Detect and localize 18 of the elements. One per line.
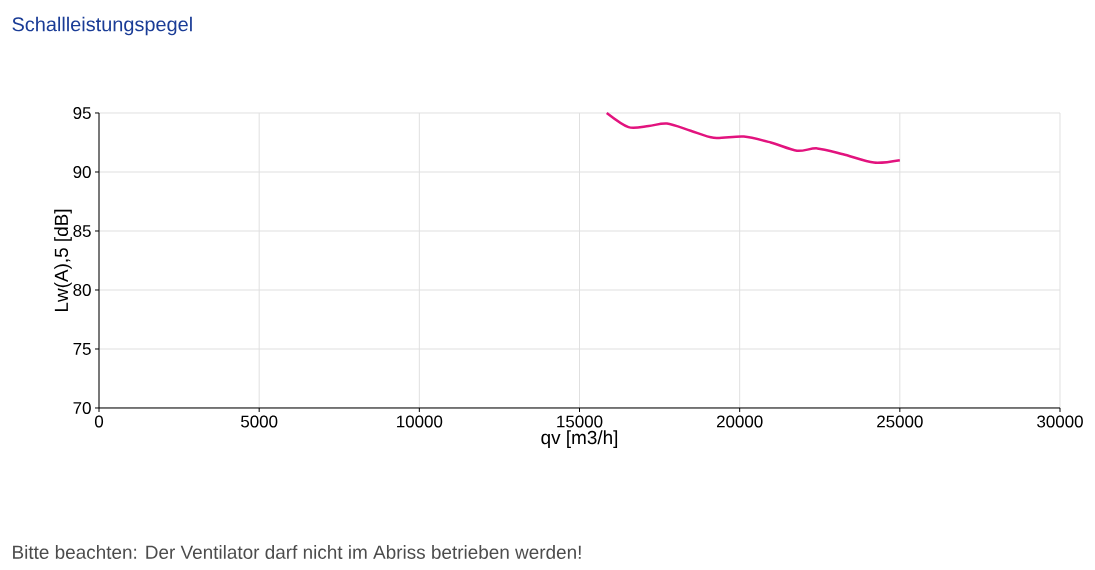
x-tick-label: 25000 (877, 415, 923, 428)
y-tick-label: 90 (73, 165, 91, 178)
x-tick-label: 15000 (557, 415, 603, 428)
y-tick-label: 70 (73, 401, 91, 414)
y-tick-label: 80 (73, 283, 91, 296)
text: Bitte beachten: Der Ventilator darf nicht im Abriss betrieben werden! (13, 545, 581, 559)
x-axis-title: qv [m3/h] (541, 430, 618, 448)
y-tick-label: 95 (73, 106, 91, 119)
x-tick-label: 30000 (1037, 415, 1083, 428)
x-tick-label: 20000 (716, 415, 763, 428)
y-tick-label: 75 (73, 343, 91, 355)
line-series (605, 111, 902, 164)
y-axis-title: Lw(A),5 [dB] (54, 209, 72, 312)
y-tick-label: 85 (73, 224, 91, 237)
x-tick-label: 5000 (241, 415, 278, 428)
x-tick-label: 0 (94, 415, 104, 428)
x-tick-label: 10000 (397, 415, 443, 428)
chart-title: Schallleistungspegel (12, 16, 192, 36)
